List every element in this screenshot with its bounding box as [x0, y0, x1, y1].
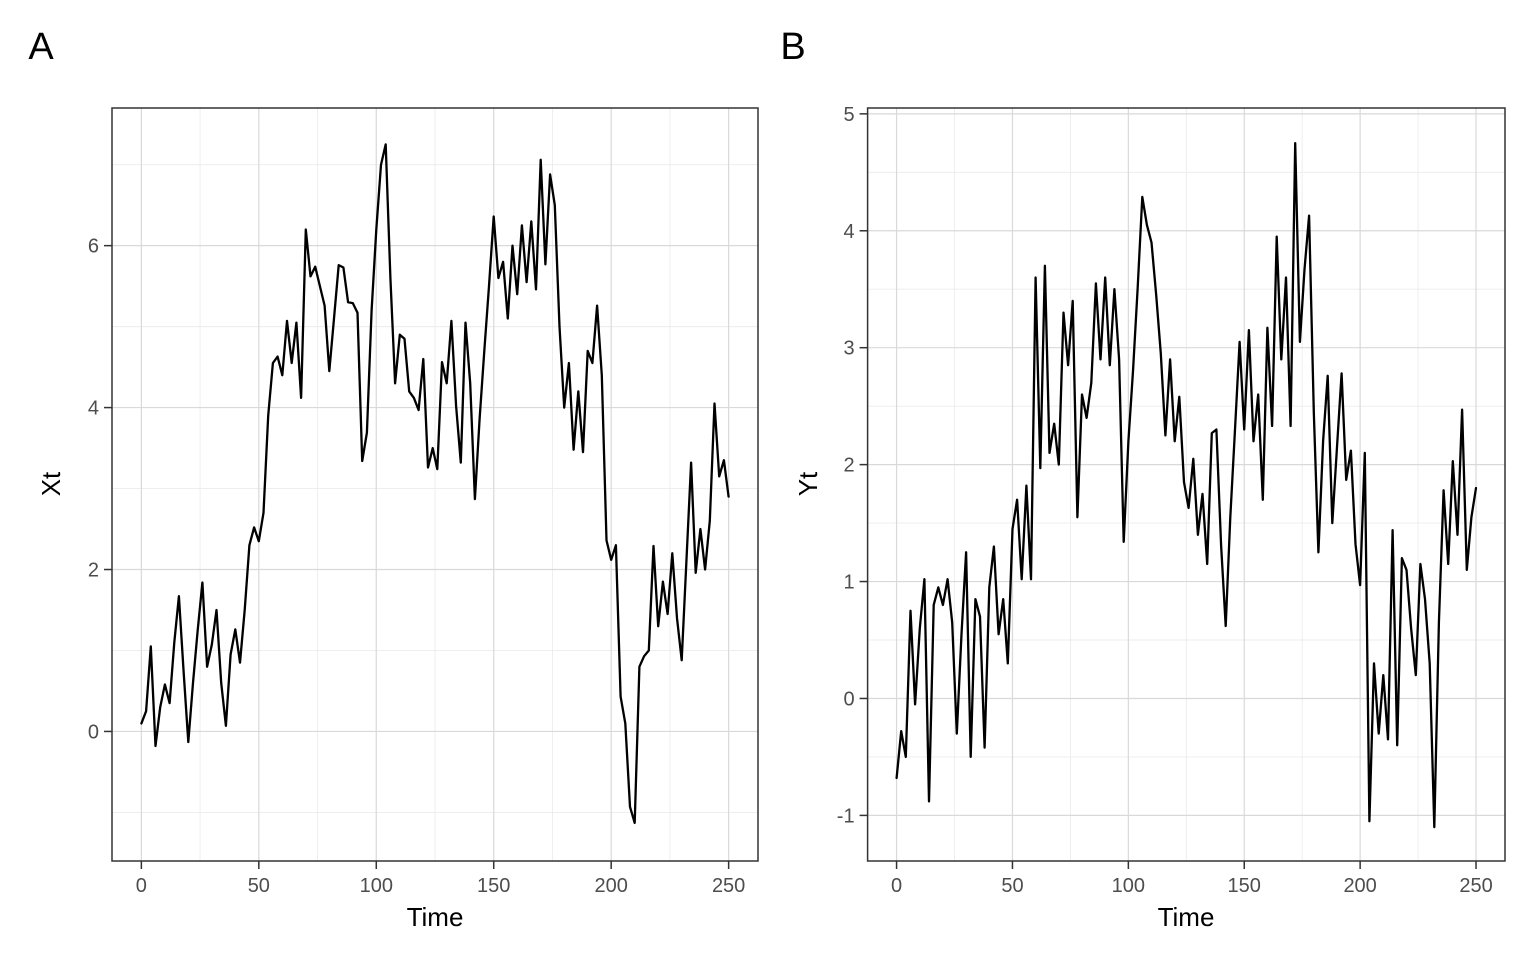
x-axis-tick-label: 50: [1001, 875, 1023, 897]
panel-b-x-axis-title: Time: [1158, 902, 1215, 932]
panel-border: [866, 107, 1506, 862]
x-axis-tick-label: 200: [594, 875, 627, 897]
panel-a-x-axis-title: Time: [407, 902, 464, 932]
panel-b-label: B: [780, 26, 805, 68]
x-axis-tick-label: 150: [477, 875, 510, 897]
y-axis-tick-label: 4: [88, 398, 99, 420]
x-axis-tick-label: 200: [1343, 875, 1376, 897]
x-axis-tick-label: 0: [891, 875, 902, 897]
y-axis-tick-label: 2: [88, 560, 99, 582]
y-axis-tick-label: 5: [843, 104, 854, 126]
panel-a: 0 50 100 150 200 250 0 2 4 6: [88, 107, 759, 897]
y-axis-tick-label: 2: [843, 455, 854, 477]
y-axis-tick-label: 0: [88, 721, 99, 743]
y-axis-tick-label: 1: [843, 572, 854, 594]
panel-a-y-axis-title: Xt: [36, 471, 66, 496]
y-axis-tick-label: -1: [837, 805, 855, 827]
x-axis-tick-label: 100: [1112, 875, 1145, 897]
x-axis-tick-label: 150: [1228, 875, 1261, 897]
x-axis-tick-label: 100: [360, 875, 393, 897]
panel-a-label: A: [28, 26, 54, 68]
panel-b: 0 50 100 150 200 250 -1 0 1 2 3 4 5: [837, 104, 1506, 897]
panel-b-y-axis-title: Yt: [793, 471, 823, 496]
x-axis-tick-label: 250: [1459, 875, 1492, 897]
time-series-line: [895, 141, 1478, 829]
y-axis-tick-label: 6: [88, 236, 99, 258]
y-axis-tick-label: 3: [843, 338, 854, 360]
y-axis-tick-label: 0: [843, 688, 854, 710]
x-axis-tick-label: 250: [712, 875, 745, 897]
time-series-line: [140, 143, 730, 825]
panel-border: [111, 107, 759, 862]
x-axis-tick-label: 0: [136, 875, 147, 897]
y-axis-tick-label: 4: [843, 221, 854, 243]
x-axis-tick-label: 50: [248, 875, 270, 897]
